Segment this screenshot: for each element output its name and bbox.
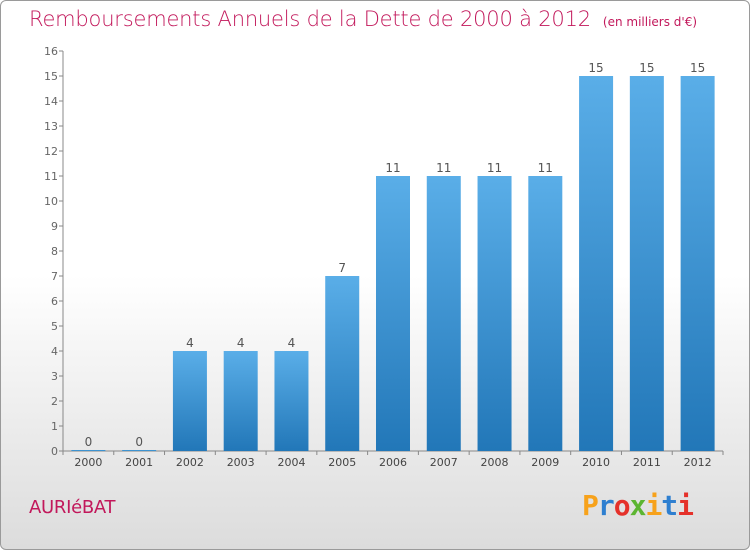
y-tick-label: 15 [44,70,58,83]
bar-2009 [528,176,563,451]
bar-2005 [325,276,360,451]
logo-letter: x [629,489,647,522]
x-tick-label-2001: 2001 [125,456,153,469]
data-label-2002: 4 [186,336,194,350]
y-tick-label: 0 [51,445,58,458]
y-tick-label: 12 [44,145,58,158]
data-label-2003: 4 [237,336,245,350]
bar-2012 [680,76,715,451]
x-tick-label-2004: 2004 [277,456,305,469]
logo-letter: t [661,489,678,522]
data-label-2007: 11 [436,161,451,175]
x-tick-label-2005: 2005 [328,456,356,469]
y-tick-label: 10 [44,195,58,208]
y-tick-label: 14 [44,95,58,108]
bar-2006 [376,176,410,451]
y-tick-label: 7 [51,270,58,283]
y-tick-label: 8 [51,245,58,258]
bar-2011 [629,76,664,451]
x-tick-label-2010: 2010 [582,456,610,469]
x-tick-label-2009: 2009 [531,456,559,469]
commune-name: AURIéBAT [29,497,116,518]
x-tick-label-2011: 2011 [633,456,661,469]
y-tick-label: 9 [51,220,58,233]
data-label-2008: 11 [487,161,502,175]
y-tick-label: 5 [51,320,58,333]
bar-2001 [122,450,157,451]
data-label-2009: 11 [538,161,553,175]
bar-2010 [579,76,614,451]
unit-label: (en milliers d'€) [602,15,698,29]
bar-2000 [71,450,106,451]
y-tick-label: 1 [51,420,58,433]
y-tick-label: 6 [51,295,58,308]
data-label-2012: 15 [690,61,705,75]
bar-2002 [172,351,207,451]
data-label-2000: 0 [85,435,93,449]
y-tick-label: 2 [51,395,58,408]
bar-2007 [426,176,461,451]
logo-letter: i [645,489,662,522]
title-text: Remboursements Annuels de la Dette de 20… [29,7,591,31]
bar-2008 [477,176,512,451]
x-tick-label-2000: 2000 [74,456,102,469]
logo-letter: o [613,489,631,522]
proxiti-logo: Proxiti [582,489,694,522]
y-tick-label: 16 [44,45,58,58]
x-tick-label-2007: 2007 [430,456,458,469]
y-tick-label: 3 [51,370,58,383]
x-tick-label-2002: 2002 [176,456,204,469]
y-tick-label: 4 [51,345,58,358]
data-label-2011: 15 [639,61,654,75]
x-tick-label-2008: 2008 [481,456,509,469]
x-tick-label-2006: 2006 [379,456,407,469]
data-label-2001: 0 [135,435,143,449]
logo-letter: P [582,489,599,522]
bar-2004 [274,351,309,451]
x-tick-label-2012: 2012 [684,456,712,469]
y-tick-label: 11 [44,170,58,183]
data-label-2005: 7 [338,261,346,275]
chart-title: Remboursements Annuels de la Dette de 20… [29,7,697,31]
bar-2003 [223,351,258,451]
logo-letter: r [597,489,615,522]
logo-letter: i [677,489,694,522]
data-label-2006: 11 [385,161,400,175]
data-label-2004: 4 [288,336,296,350]
x-tick-label-2003: 2003 [227,456,255,469]
y-tick-label: 13 [44,120,58,133]
data-label-2010: 15 [588,61,603,75]
